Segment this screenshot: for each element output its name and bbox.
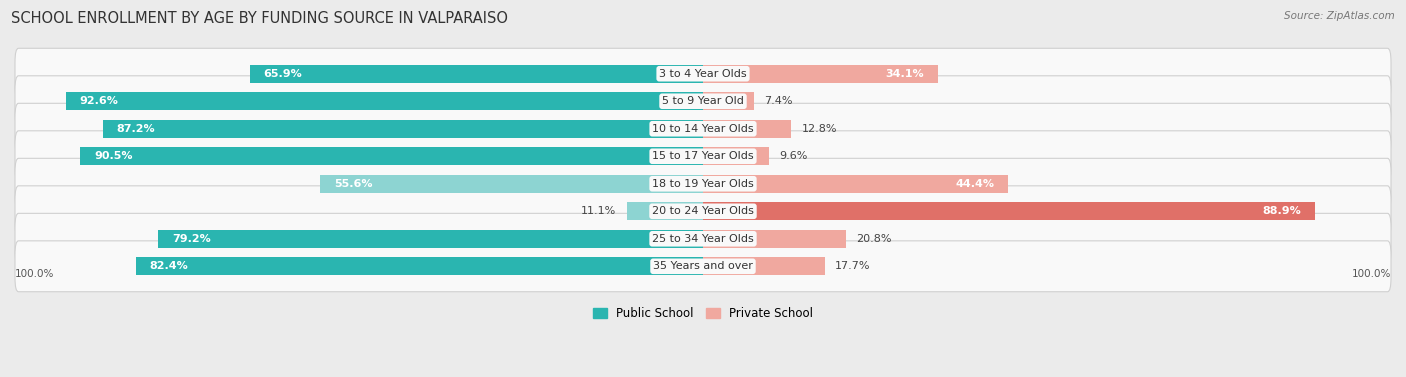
Text: 87.2%: 87.2% [117,124,156,134]
Text: 100.0%: 100.0% [1351,269,1391,279]
Text: 88.9%: 88.9% [1263,206,1301,216]
Text: 15 to 17 Year Olds: 15 to 17 Year Olds [652,151,754,161]
Text: 79.2%: 79.2% [172,234,211,244]
Text: 20 to 24 Year Olds: 20 to 24 Year Olds [652,206,754,216]
FancyBboxPatch shape [15,48,1391,99]
Text: 3 to 4 Year Olds: 3 to 4 Year Olds [659,69,747,79]
Bar [703,120,792,138]
FancyBboxPatch shape [15,131,1391,182]
FancyBboxPatch shape [15,76,1391,127]
Bar [703,92,754,110]
Text: 35 Years and over: 35 Years and over [652,261,754,271]
Text: 82.4%: 82.4% [150,261,188,271]
FancyBboxPatch shape [15,213,1391,264]
Bar [157,230,703,248]
Text: 25 to 34 Year Olds: 25 to 34 Year Olds [652,234,754,244]
FancyBboxPatch shape [15,186,1391,237]
Bar [80,147,703,165]
FancyBboxPatch shape [15,103,1391,154]
Legend: Public School, Private School: Public School, Private School [588,302,818,325]
Text: 7.4%: 7.4% [765,96,793,106]
Text: 11.1%: 11.1% [581,206,616,216]
Bar [703,202,1315,220]
Bar [703,257,825,275]
Text: 12.8%: 12.8% [801,124,837,134]
Bar [703,147,769,165]
Bar [136,257,703,275]
Bar [703,230,846,248]
Text: 20.8%: 20.8% [856,234,891,244]
Bar [627,202,703,220]
Text: 34.1%: 34.1% [886,69,924,79]
Text: 9.6%: 9.6% [779,151,807,161]
Bar [321,175,703,193]
Bar [250,65,703,83]
Text: 18 to 19 Year Olds: 18 to 19 Year Olds [652,179,754,189]
Text: 65.9%: 65.9% [263,69,302,79]
Text: 10 to 14 Year Olds: 10 to 14 Year Olds [652,124,754,134]
Text: 90.5%: 90.5% [94,151,132,161]
Bar [703,175,1008,193]
Text: Source: ZipAtlas.com: Source: ZipAtlas.com [1284,11,1395,21]
Text: 17.7%: 17.7% [835,261,870,271]
Bar [66,92,703,110]
Text: 55.6%: 55.6% [335,179,373,189]
Text: 92.6%: 92.6% [80,96,118,106]
FancyBboxPatch shape [15,241,1391,292]
Text: SCHOOL ENROLLMENT BY AGE BY FUNDING SOURCE IN VALPARAISO: SCHOOL ENROLLMENT BY AGE BY FUNDING SOUR… [11,11,508,26]
Text: 44.4%: 44.4% [956,179,994,189]
Bar [703,65,938,83]
Text: 5 to 9 Year Old: 5 to 9 Year Old [662,96,744,106]
Bar [103,120,703,138]
FancyBboxPatch shape [15,158,1391,209]
Text: 100.0%: 100.0% [15,269,55,279]
